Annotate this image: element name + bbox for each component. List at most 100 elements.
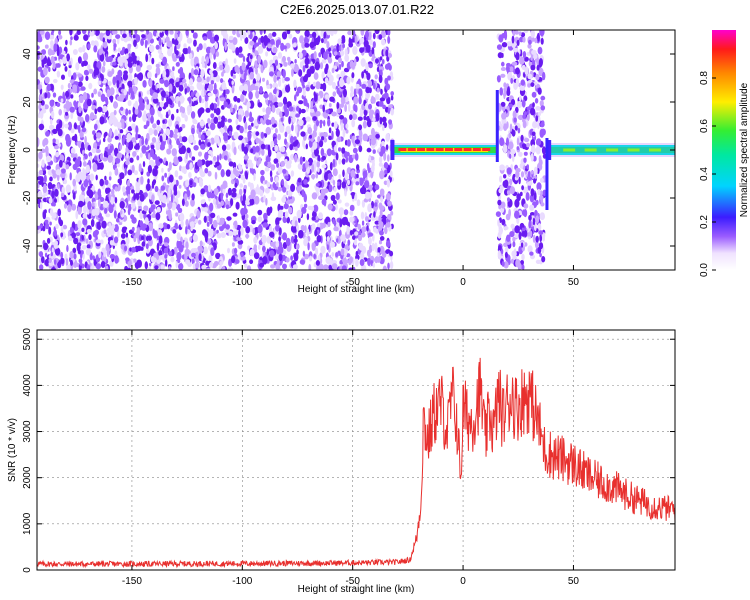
heatmap-cell [39, 201, 43, 210]
heatmap-cell [224, 64, 230, 74]
y-tick-label: 40 [22, 48, 33, 60]
heatmap-cell [540, 198, 544, 204]
heatmap-cell [364, 180, 370, 189]
heatmap-cell [515, 170, 520, 178]
heatmap-cell [91, 185, 96, 192]
heatmap-cell [73, 122, 77, 130]
heatmap-cell [368, 63, 373, 69]
heatmap-cell [284, 211, 289, 219]
heatmap-cell [302, 139, 306, 148]
heatmap-cell [309, 255, 313, 262]
heatmap-cell [312, 81, 317, 87]
heatmap-cell [97, 123, 100, 131]
heatmap-cell [193, 39, 197, 47]
heatmap-cell [305, 116, 311, 122]
heatmap-cell [299, 61, 303, 69]
heatmap-cell [122, 137, 125, 145]
heatmap-cell [42, 185, 48, 193]
heatmap-cell [170, 113, 175, 121]
heatmap-cell [257, 45, 264, 54]
heatmap-cell [117, 47, 121, 53]
heatmap-cell [361, 220, 365, 226]
heatmap-cell [301, 206, 307, 214]
heatmap-cell [526, 164, 529, 170]
heatmap-cell [301, 189, 305, 198]
heatmap-cell [371, 47, 375, 55]
heatmap-cell [162, 132, 167, 142]
heatmap-cell [123, 89, 127, 96]
heatmap-cell [265, 106, 271, 116]
heatmap-cell [274, 128, 278, 134]
heatmap-cell [530, 56, 533, 61]
heatmap-cell [142, 224, 148, 229]
heatmap-cell [529, 251, 534, 256]
snr-x-ticks: -150 -100 -50 0 50 [122, 330, 579, 587]
heatmap-cell [373, 211, 376, 218]
heatmap-cell [48, 67, 51, 72]
heatmap-cell [52, 202, 56, 207]
heatmap-cell [338, 147, 342, 152]
heatmap-cell [138, 96, 143, 105]
heatmap-cell [184, 87, 187, 95]
heatmap-cell [514, 125, 518, 131]
heatmap-cell [348, 103, 351, 112]
heatmap-cell [281, 196, 287, 203]
heatmap-cell [385, 193, 391, 201]
heatmap-cell [533, 178, 537, 184]
heatmap-cell [289, 112, 296, 117]
heatmap-cell [175, 81, 180, 88]
heatmap-cell [95, 148, 101, 154]
heatmap-cell [294, 59, 297, 64]
heatmap-cell [326, 148, 332, 157]
heatmap-cell [352, 147, 358, 154]
heatmap-cell [326, 244, 329, 251]
heatmap-cell [357, 234, 363, 242]
heatmap-cell [215, 107, 221, 116]
heatmap-cell [57, 128, 63, 137]
heatmap-cell [210, 80, 215, 85]
heatmap-cell [163, 102, 169, 108]
heatmap-cell [39, 264, 44, 270]
heatmap-cell [522, 114, 526, 119]
heatmap-cell [99, 178, 104, 187]
heatmap-cell [499, 87, 504, 96]
heatmap-cell [48, 257, 52, 263]
heatmap-cell [366, 147, 372, 153]
heatmap-cell [373, 226, 377, 233]
heatmap-cell [360, 232, 366, 238]
heatmap-cell [134, 262, 140, 270]
heatmap-cell [165, 113, 169, 119]
heatmap-cell [97, 106, 103, 113]
heatmap-cell [104, 179, 109, 186]
heatmap-cell [270, 164, 276, 171]
heatmap-cell [162, 222, 167, 228]
heatmap-cell [131, 226, 135, 232]
heatmap-cell [515, 78, 520, 87]
heatmap-cell [191, 30, 195, 34]
heatmap-cell [49, 99, 55, 107]
heatmap-cell [56, 63, 61, 68]
heatmap-cell [333, 226, 339, 232]
heatmap-cell [216, 229, 219, 234]
heatmap-cell [145, 183, 151, 191]
heatmap-cell [524, 66, 529, 76]
heatmap-cell [53, 43, 58, 52]
heatmap-cell [276, 162, 280, 168]
heatmap-cell [326, 236, 330, 242]
heatmap-cell [503, 261, 509, 269]
heatmap-cell [526, 106, 532, 111]
heatmap-cell [527, 43, 532, 49]
heatmap-cell [512, 236, 516, 242]
heatmap-cell [235, 119, 239, 125]
heatmap-cell [232, 230, 238, 236]
heatmap-cell [344, 202, 350, 207]
heatmap-cell [539, 212, 545, 221]
heatmap-cell [388, 53, 392, 58]
heatmap-cell [176, 232, 181, 241]
heatmap-cell [504, 251, 508, 258]
heatmap-cell [509, 231, 515, 238]
heatmap-cell [142, 161, 146, 168]
heatmap-cell [46, 165, 51, 170]
heatmap-cell [178, 100, 181, 108]
